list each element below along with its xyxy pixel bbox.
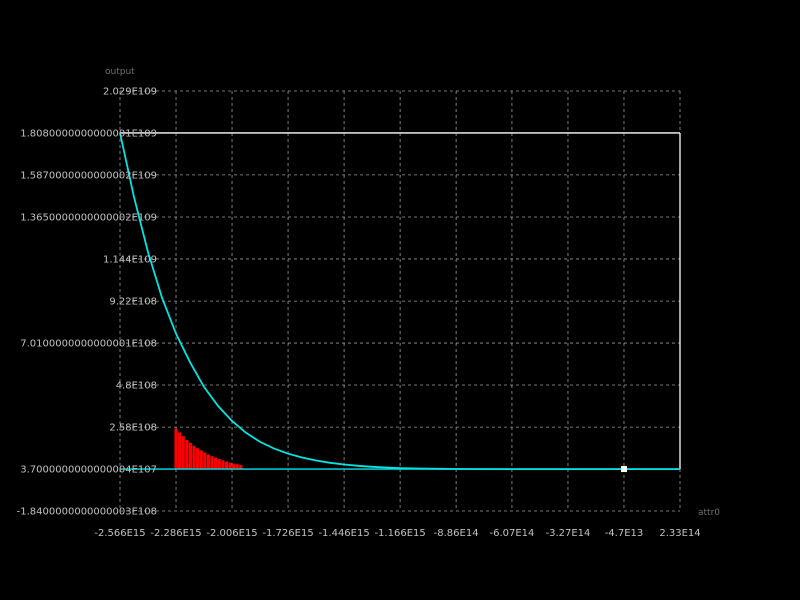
y-tick-label: 1.8080000000000001E109	[20, 128, 157, 139]
y-tick-label: 9.22E108	[109, 297, 157, 308]
x-tick-labels: -2.566E15 -2.286E15 -2.006E15 -1.726E15 -1.4…	[94, 528, 700, 539]
x-tick-label: -4.7E13	[605, 528, 644, 539]
x-tick-label: 2.33E14	[659, 528, 700, 539]
x-tick-label: -2.286E15	[150, 528, 201, 539]
y-tick-labels: 2.029E109 1.8080000000000001E109 1.5870000…	[17, 87, 157, 518]
series-lines	[119, 132, 681, 471]
x-tick-label: -2.566E15	[94, 528, 145, 539]
y-tick-label: 4.8E108	[116, 380, 157, 391]
y-tick-label: 2.58E108	[109, 423, 157, 434]
x-tick-label: -3.27E14	[545, 528, 590, 539]
y-tick-label: 7.0100000000000001E108	[20, 339, 157, 350]
marker-layer	[620, 466, 627, 473]
x-tick-label: -1.446E15	[318, 528, 369, 539]
y-tick-label: 2.029E109	[103, 87, 157, 98]
x-tick-label: -1.166E15	[374, 528, 425, 539]
y-tick-label: 1.3650000000000002E109	[20, 213, 157, 224]
x-tick-label: -2.006E15	[206, 528, 257, 539]
y-tick-label: 1.5870000000000002E109	[20, 170, 157, 181]
grid	[119, 90, 681, 512]
x-axis-title: attr0	[698, 508, 720, 518]
series-line	[119, 132, 680, 471]
y-tick-label: -1.8400000000000003E108	[17, 507, 157, 518]
x-tick-label: -1.726E15	[262, 528, 313, 539]
red-bar-region	[174, 428, 243, 470]
x-tick-label: -6.07E14	[489, 528, 534, 539]
y-tick-label: 1.144E109	[103, 254, 157, 265]
x-tick-label: -8.86E14	[434, 528, 479, 539]
y-tick-label: 3.7000000000000004E107	[20, 465, 157, 476]
point-marker	[620, 466, 627, 473]
y-axis-title: output	[105, 67, 135, 77]
